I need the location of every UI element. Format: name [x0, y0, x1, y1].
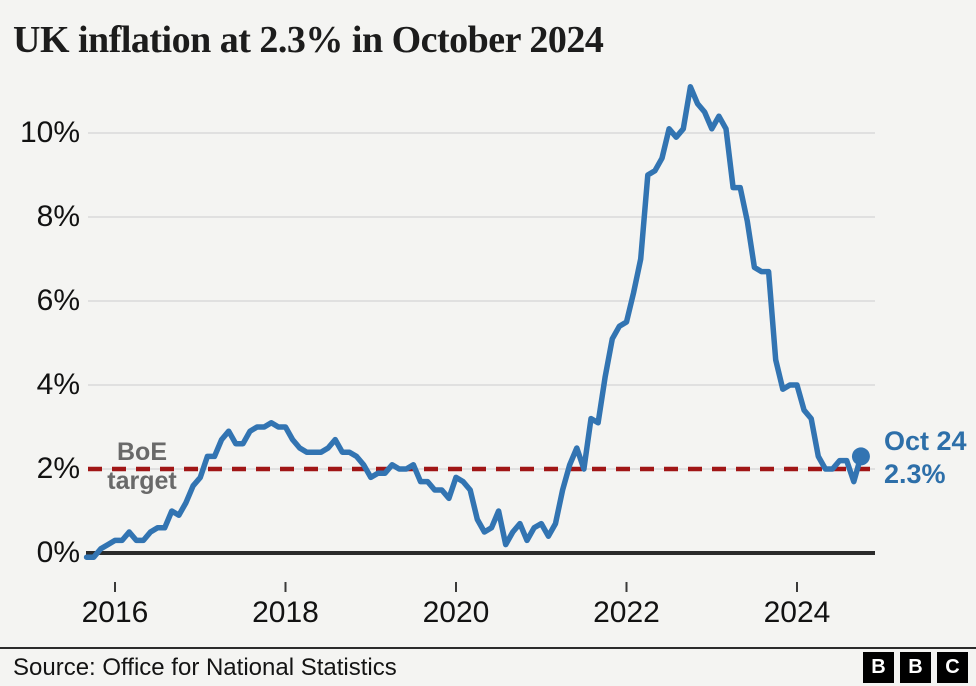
x-tick-label: 2020: [422, 596, 490, 629]
bbc-logo-block: B: [863, 652, 894, 683]
footer-divider: [0, 647, 976, 649]
latest-point: [851, 447, 870, 466]
cpi-data-line: [83, 84, 864, 560]
cpi-line-path: [83, 84, 864, 560]
x-tick-label: 2022: [593, 596, 660, 629]
endpoint-annotation-date: Oct 24: [884, 426, 967, 456]
x-tick-label: 2018: [252, 596, 319, 629]
y-tick-label: 6%: [36, 284, 80, 317]
boe-target-label-line1: BoE: [117, 438, 167, 466]
y-tick-label: 2%: [36, 452, 80, 485]
y-tick-label: 0%: [36, 536, 80, 569]
endpoint-annotation: Oct 24 2.3%: [884, 425, 976, 491]
y-tick-label: 8%: [36, 200, 80, 233]
boe-target-label: BoE target: [92, 438, 192, 496]
chart-title: UK inflation at 2.3% in October 2024: [13, 19, 604, 61]
endpoint-annotation-value: 2.3%: [884, 459, 946, 489]
gridlines: [88, 132, 875, 470]
latest-value-dot: [851, 447, 870, 466]
boe-target-label-line2: target: [107, 467, 177, 495]
x-tick-label: 2016: [81, 596, 149, 629]
x-tick-label: 2024: [763, 596, 831, 629]
y-tick-label: 10%: [19, 116, 80, 149]
y-tick-label: 4%: [36, 368, 80, 401]
bbc-logo-block: C: [937, 652, 968, 683]
x-axis-ticks: [114, 582, 798, 592]
source-text: Source: Office for National Statistics: [13, 654, 397, 681]
bbc-logo-block: B: [900, 652, 931, 683]
